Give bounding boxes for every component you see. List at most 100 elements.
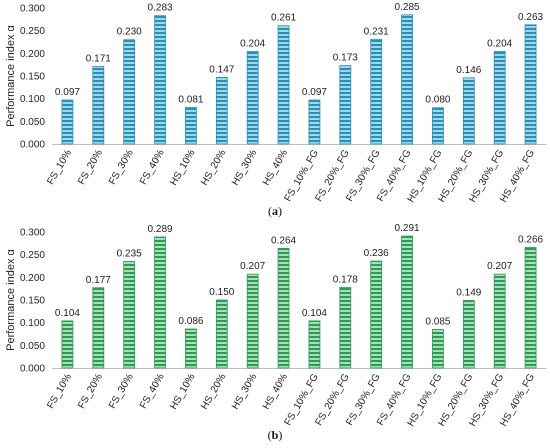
panel-caption: (a) (268, 204, 282, 218)
y-tick-label: 0.050 (20, 341, 45, 352)
data-label: 0.149 (456, 287, 481, 298)
data-label: 0.266 (518, 234, 543, 245)
x-tick-label: FS_20% (76, 372, 105, 411)
data-label: 0.204 (487, 39, 512, 50)
bar (277, 247, 290, 369)
y-tick-label: 0.150 (20, 296, 45, 307)
data-label: 0.097 (55, 87, 80, 98)
data-label: 0.263 (518, 12, 543, 23)
bar (185, 106, 197, 145)
chart-b: Performance index α 0.000 0.050 0.100 0.150 0… (5, 224, 546, 442)
bar (462, 77, 475, 145)
panel-caption: (b) (268, 428, 283, 442)
bar (370, 38, 383, 145)
data-label: 0.261 (271, 13, 296, 24)
data-label: 0.264 (271, 235, 296, 246)
y-tick-label: 0.300 (20, 4, 45, 15)
bar (215, 76, 228, 145)
bar (339, 286, 352, 369)
y-tick-label: 0.150 (20, 72, 45, 83)
bar (92, 66, 105, 145)
bar (370, 260, 383, 369)
bar (246, 273, 259, 369)
bar (524, 24, 537, 145)
y-axis-label: Performance index α (5, 24, 17, 126)
x-tick-label: FS_10% (45, 148, 74, 187)
data-label: 0.173 (333, 53, 358, 64)
data-label: 0.235 (117, 248, 142, 259)
data-label: 0.097 (302, 87, 327, 98)
data-label: 0.230 (117, 27, 142, 38)
y-axis-label: Performance index α (5, 248, 17, 350)
chart-a: Performance index α 0.000 0.050 0.100 0.150 0… (5, 2, 546, 218)
y-tick-label: 0.250 (20, 26, 45, 37)
y-tick-label: 0.000 (20, 140, 45, 151)
y-tick-label: 0.000 (20, 364, 45, 375)
x-tick-label: HS_20% (199, 372, 228, 412)
bar (493, 51, 506, 145)
data-label: 0.080 (425, 95, 450, 106)
data-label: 0.236 (364, 248, 389, 259)
data-label: 0.207 (240, 261, 265, 272)
bar (92, 287, 105, 369)
y-tick-label: 0.200 (20, 49, 45, 60)
bar (61, 99, 74, 145)
bar (308, 99, 321, 145)
bar (432, 329, 444, 369)
data-label: 0.177 (86, 275, 111, 286)
bar (123, 39, 136, 145)
x-tick-label: FS_30% (107, 148, 136, 187)
y-tick-label: 0.250 (20, 250, 45, 261)
x-tick-label: HS_10% (168, 372, 197, 412)
data-label: 0.283 (148, 3, 173, 14)
data-label: 0.085 (425, 316, 450, 327)
y-tick-label: 0.300 (20, 228, 45, 239)
data-label: 0.285 (395, 2, 420, 13)
x-tick-label: FS_30% (107, 372, 136, 411)
bar (308, 320, 321, 369)
bar (401, 14, 413, 145)
x-tick-label: HS_30% (230, 148, 259, 188)
bar (215, 299, 228, 369)
x-tick-label: HS_10% (168, 148, 197, 188)
data-label: 0.081 (178, 94, 203, 105)
data-label: 0.289 (148, 224, 173, 235)
bar (277, 25, 290, 145)
x-tick-label: FS_40% (138, 148, 167, 187)
data-label: 0.178 (333, 274, 358, 285)
data-label: 0.150 (209, 287, 234, 298)
data-label: 0.291 (395, 224, 420, 234)
bar (185, 328, 197, 369)
data-label: 0.171 (86, 53, 111, 64)
bar (246, 51, 259, 145)
data-label: 0.086 (178, 316, 203, 327)
data-label: 0.207 (487, 261, 512, 272)
data-label: 0.231 (364, 26, 389, 37)
x-tick-label: HS_20% (199, 148, 228, 188)
x-tick-label: FS_20% (76, 148, 105, 187)
data-label: 0.104 (302, 308, 327, 319)
bar (154, 15, 166, 145)
data-label: 0.146 (456, 65, 481, 76)
x-tick-label: FS_10% (45, 372, 74, 411)
x-tick-label: HS_30% (230, 372, 259, 412)
y-tick-label: 0.200 (20, 273, 45, 284)
bar (432, 107, 444, 145)
data-label: 0.204 (240, 39, 265, 50)
x-tick-label: HS_40% (261, 148, 290, 188)
y-tick-label: 0.100 (20, 318, 45, 329)
bar (154, 236, 166, 369)
data-label: 0.147 (209, 64, 234, 75)
bar (61, 320, 74, 369)
data-label: 0.104 (55, 308, 80, 319)
bar (493, 273, 506, 369)
y-tick-label: 0.100 (20, 94, 45, 105)
bar (339, 65, 352, 145)
x-tick-label: FS_40% (138, 372, 167, 411)
y-tick-label: 0.050 (20, 117, 45, 128)
bar (123, 261, 136, 369)
bar (524, 247, 537, 369)
x-tick-label: HS_40% (261, 372, 290, 412)
bar (462, 300, 475, 369)
